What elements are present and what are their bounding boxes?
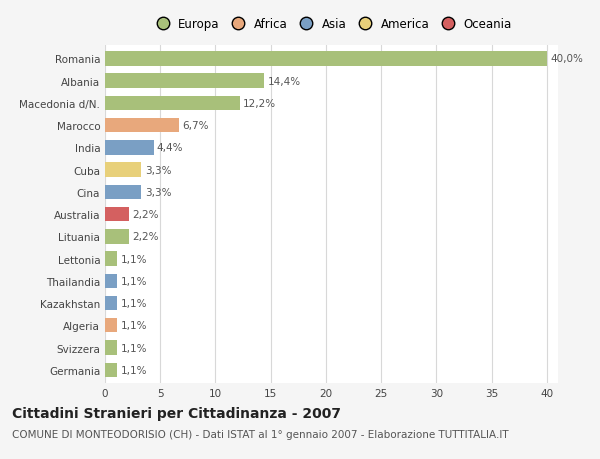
Text: 14,4%: 14,4% — [268, 76, 301, 86]
Text: 1,1%: 1,1% — [121, 343, 147, 353]
Text: 1,1%: 1,1% — [121, 298, 147, 308]
Bar — [105, 230, 130, 244]
Bar — [105, 74, 264, 89]
Text: 12,2%: 12,2% — [243, 99, 276, 109]
Bar — [105, 141, 154, 155]
Text: 6,7%: 6,7% — [182, 121, 209, 131]
Bar — [105, 363, 117, 377]
Bar — [105, 319, 117, 333]
Text: 1,1%: 1,1% — [121, 365, 147, 375]
Text: 1,1%: 1,1% — [121, 320, 147, 330]
Text: 4,4%: 4,4% — [157, 143, 184, 153]
Text: COMUNE DI MONTEODORISIO (CH) - Dati ISTAT al 1° gennaio 2007 - Elaborazione TUTT: COMUNE DI MONTEODORISIO (CH) - Dati ISTA… — [12, 429, 509, 439]
Bar — [105, 185, 142, 200]
Text: 3,3%: 3,3% — [145, 165, 171, 175]
Bar — [105, 118, 179, 133]
Text: 40,0%: 40,0% — [550, 54, 583, 64]
Text: 1,1%: 1,1% — [121, 254, 147, 264]
Bar — [105, 274, 117, 288]
Text: 1,1%: 1,1% — [121, 276, 147, 286]
Text: 2,2%: 2,2% — [133, 232, 159, 242]
Bar — [105, 96, 240, 111]
Bar — [105, 252, 117, 266]
Bar — [105, 207, 130, 222]
Bar — [105, 341, 117, 355]
Text: 3,3%: 3,3% — [145, 187, 171, 197]
Legend: Europa, Africa, Asia, America, Oceania: Europa, Africa, Asia, America, Oceania — [151, 18, 512, 31]
Bar — [105, 163, 142, 178]
Text: Cittadini Stranieri per Cittadinanza - 2007: Cittadini Stranieri per Cittadinanza - 2… — [12, 406, 341, 420]
Bar — [105, 296, 117, 311]
Text: 2,2%: 2,2% — [133, 210, 159, 219]
Bar — [105, 52, 547, 67]
